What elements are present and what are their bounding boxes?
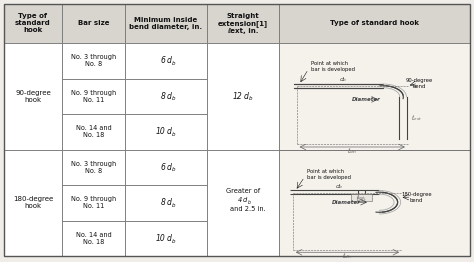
Text: $d_b$: $d_b$ [339,75,348,84]
Bar [62,114,125,150]
Text: $\ell_{dh}$: $\ell_{dh}$ [343,251,353,261]
Text: 180-degree
bend: 180-degree bend [401,192,432,203]
Text: Straight
extension[1]
ℓext, in.: Straight extension[1] ℓext, in. [218,13,268,34]
Text: b: b [172,61,175,66]
Text: No. 3 through
No. 8: No. 3 through No. 8 [71,161,116,174]
Bar [125,185,207,221]
Text: $\ell_{ext}$: $\ell_{ext}$ [356,193,366,202]
Bar [207,4,279,43]
Text: Minimum inside
bend diameter, in.: Minimum inside bend diameter, in. [129,17,202,30]
Text: 8: 8 [161,198,166,208]
Bar [279,43,470,150]
Text: 10: 10 [156,234,166,243]
Text: No. 3 through
No. 8: No. 3 through No. 8 [71,54,116,67]
Text: 8: 8 [161,92,166,101]
Text: No. 9 through
No. 11: No. 9 through No. 11 [71,90,116,103]
Text: 180-degree
hook: 180-degree hook [13,196,53,209]
Text: d: d [167,163,172,172]
Text: $\ell_{dh}$: $\ell_{dh}$ [347,146,357,156]
Bar [4,4,62,43]
Bar [62,221,125,256]
Text: $\ell_{ext}$: $\ell_{ext}$ [410,113,422,123]
Bar [62,43,125,79]
Text: No. 14 and
No. 18: No. 14 and No. 18 [76,125,111,138]
Bar [62,4,125,43]
Bar [279,4,470,43]
Text: $\ell_{ext}$: $\ell_{ext}$ [356,194,367,204]
Text: d: d [167,198,172,208]
Bar [125,4,207,43]
Text: 12: 12 [233,92,243,101]
Bar [62,150,125,185]
Text: Type of standard hook: Type of standard hook [330,20,419,26]
Bar [62,185,125,221]
Text: Diameter: Diameter [352,97,381,102]
Bar [125,221,207,256]
Text: b: b [247,200,250,205]
Text: d: d [167,127,172,136]
Bar [125,114,207,150]
Text: b: b [172,167,175,172]
Text: Point at which
bar is developed: Point at which bar is developed [311,61,355,72]
Text: Type of
standard
hook: Type of standard hook [15,13,51,34]
Text: 10: 10 [156,127,166,136]
Text: b: b [172,132,175,137]
Text: Greater of: Greater of [226,188,260,194]
Text: b: b [172,238,175,243]
Text: Bar size: Bar size [78,20,109,26]
Text: b: b [249,96,253,101]
Text: 90-degree
bend: 90-degree bend [406,78,433,89]
Bar [125,43,207,79]
Bar [125,150,207,185]
Bar [125,79,207,114]
Text: $d_b$: $d_b$ [336,182,344,191]
Bar [62,79,125,114]
Text: d: d [167,92,172,101]
Text: 6: 6 [161,56,166,65]
Text: d: d [167,234,172,243]
Bar [207,43,279,150]
Text: Diameter: Diameter [332,200,361,205]
Text: 90-degree
hook: 90-degree hook [15,90,51,103]
Bar [207,150,279,256]
Text: 6: 6 [161,163,166,172]
Bar [279,150,470,256]
Bar [4,150,62,256]
Text: b: b [172,96,175,101]
Text: and 2.5 in.: and 2.5 in. [230,206,265,212]
Text: d: d [167,56,172,65]
Text: 4: 4 [237,197,242,203]
Text: b: b [172,203,175,208]
Text: No. 14 and
No. 18: No. 14 and No. 18 [76,232,111,245]
Text: d: d [243,197,247,203]
Bar [4,43,62,150]
Bar [351,194,372,201]
Text: d: d [244,92,249,101]
Text: Point at which
bar is developed: Point at which bar is developed [307,169,351,179]
Text: No. 9 through
No. 11: No. 9 through No. 11 [71,196,116,209]
